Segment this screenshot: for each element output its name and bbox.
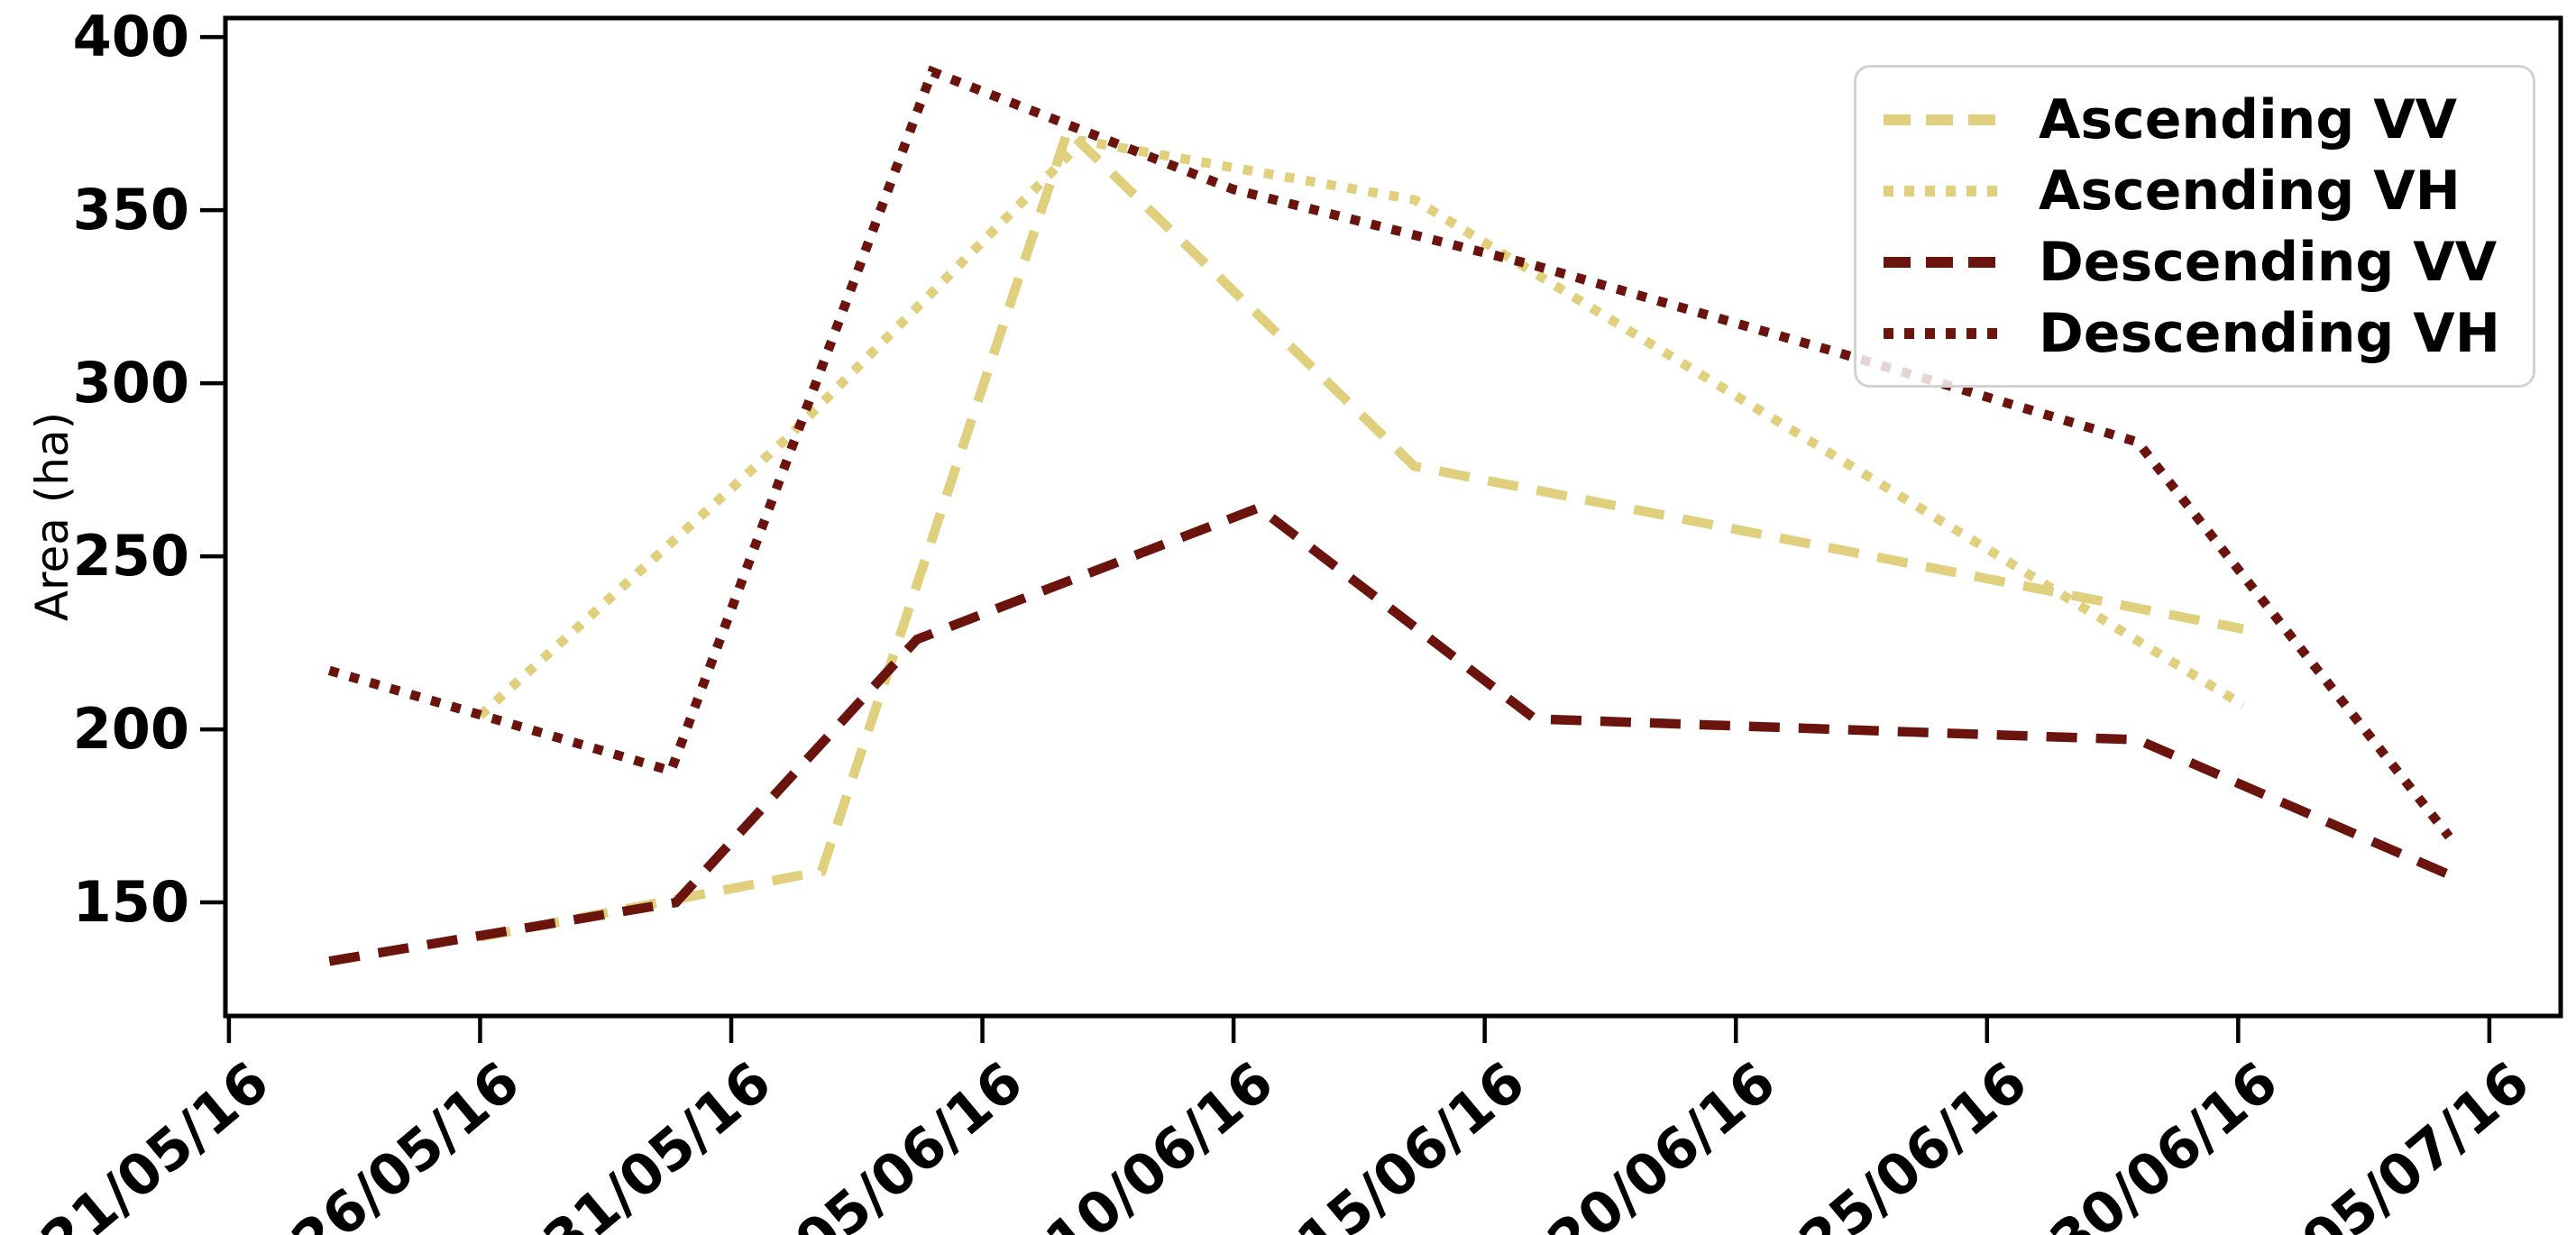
y-tick-label: 300 <box>72 350 189 416</box>
legend-label: Descending VV <box>2039 230 2498 294</box>
ascending-vv-dashed-swatch-icon <box>1884 114 1997 125</box>
series-line-descending-vv <box>328 502 2452 966</box>
y-tick-label: 400 <box>72 4 189 70</box>
y-tick-label: 350 <box>72 177 189 243</box>
legend-item-ascending-vh: Ascending VH <box>1882 160 2506 223</box>
y-tick-label: 200 <box>72 696 189 763</box>
y-axis-title: Area (ha) <box>26 411 78 622</box>
legend-item-descending-vh: Descending VH <box>1882 302 2506 365</box>
legend-label: Ascending VV <box>2039 87 2458 151</box>
y-tick-label: 250 <box>72 523 189 590</box>
descending-vh-dotted-swatch-icon <box>1884 327 1997 339</box>
legend: Ascending VV Ascending VH Descending VV … <box>1854 65 2535 388</box>
series-line-ascending-vh <box>476 135 2246 719</box>
legend-label: Ascending VH <box>2039 159 2461 223</box>
ascending-vh-dotted-swatch-icon <box>1884 185 1997 197</box>
series-line-ascending-vv <box>479 122 2244 942</box>
y-tick-label: 150 <box>72 869 189 936</box>
axes-spines <box>223 15 2563 1019</box>
legend-item-descending-vv: Descending VV <box>1882 231 2506 294</box>
legend-item-ascending-vv: Ascending VV <box>1882 88 2506 151</box>
series-line-descending-vh <box>327 65 2453 840</box>
legend-label: Descending VH <box>2039 301 2500 365</box>
descending-vv-dashed-swatch-icon <box>1884 256 1997 268</box>
